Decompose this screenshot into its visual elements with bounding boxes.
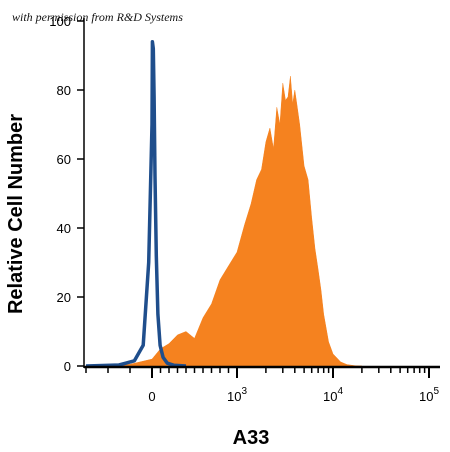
x-tick-label: 103 [227,386,247,404]
y-tick-label: 80 [57,83,71,98]
watermark-text: with permission from R&D Systems [12,10,183,24]
x-tick-label: 104 [323,386,343,404]
y-tick-label: 0 [64,359,71,374]
series-line-isotype-control [85,39,187,368]
x-tick-label-base: 0 [148,389,155,404]
x-tick-label-base: 10 [323,389,337,404]
y-tick-label: 100 [49,14,71,29]
x-tick-label: 105 [419,386,439,404]
y-axis-title: Relative Cell Number [5,114,27,314]
x-tick-label-base: 10 [227,389,241,404]
x-tick-label-exponent: 5 [433,386,439,397]
y-tick-label: 40 [57,221,71,236]
x-tick-label-base: 10 [419,389,433,404]
x-axis-title: A33 [233,427,270,449]
y-tick-label: 60 [57,152,71,167]
x-tick-label-exponent: 3 [241,386,247,397]
x-tick-label: 0 [148,389,155,404]
series-layer [85,39,362,368]
y-tick-label: 20 [57,290,71,305]
series-fill-a33-stained [85,76,362,367]
x-tick-label-exponent: 4 [337,386,343,397]
